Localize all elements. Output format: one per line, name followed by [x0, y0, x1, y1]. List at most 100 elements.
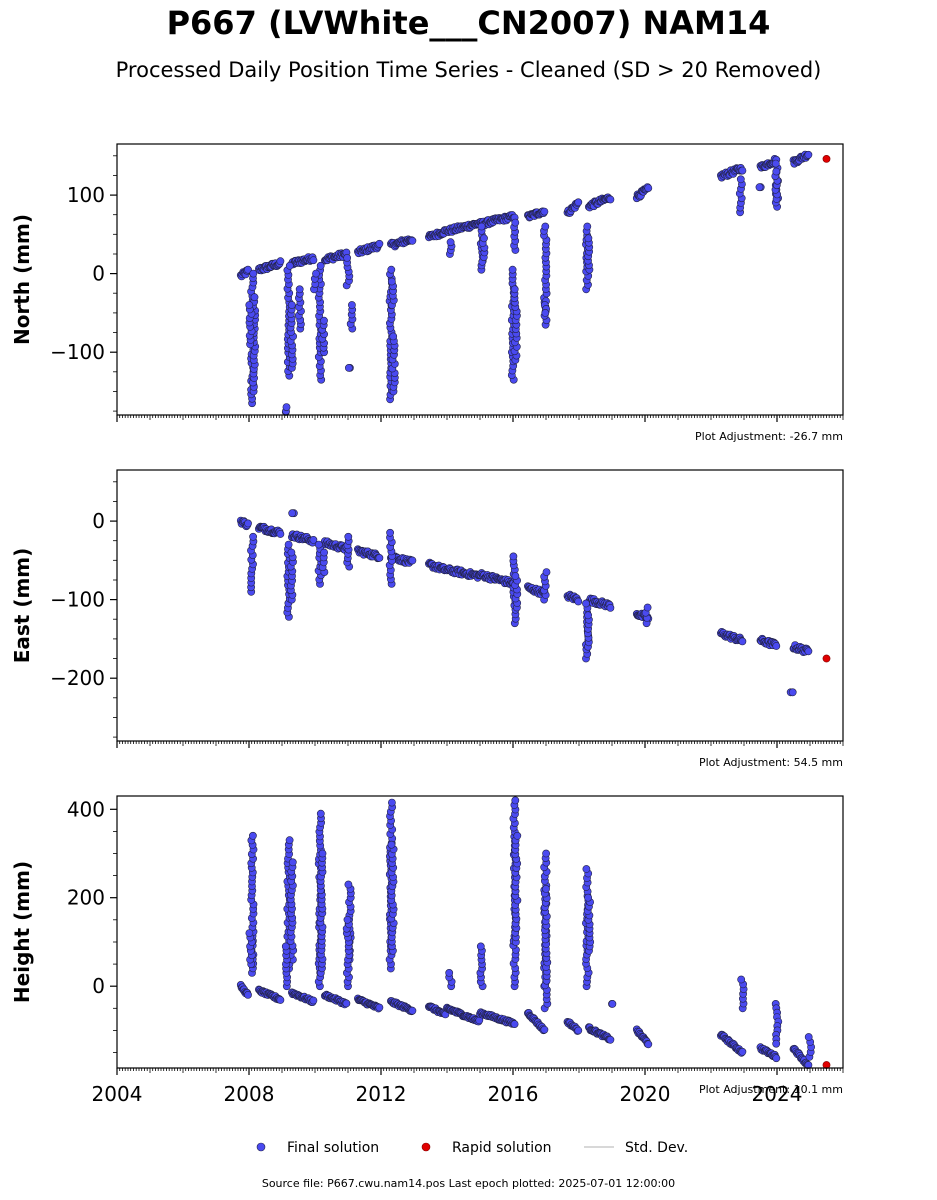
final-point [387, 840, 396, 849]
final-point [574, 198, 583, 207]
rapid-point [822, 654, 831, 663]
final-point [276, 257, 285, 266]
legend-std-label: Std. Dev. [625, 1140, 688, 1156]
final-point [244, 519, 252, 528]
final-point [309, 996, 318, 1005]
final-point [249, 532, 257, 541]
final-point [574, 597, 583, 606]
final-point [344, 880, 353, 889]
final-point [408, 556, 417, 565]
final-point [375, 239, 384, 248]
final-point [446, 238, 455, 247]
final-point [772, 642, 781, 650]
final-point [386, 528, 394, 537]
final-point [584, 234, 593, 243]
plot-frame [116, 469, 844, 742]
chart-subtitle: Processed Daily Position Time Series - C… [115, 58, 822, 82]
final-point [316, 261, 325, 270]
y-tick-label: −200 [50, 666, 105, 690]
final-point [389, 332, 398, 341]
final-point [320, 548, 328, 557]
final-point [804, 150, 813, 159]
final-point [387, 798, 396, 807]
final-point [772, 1054, 781, 1063]
source-footer: Source file: P667.cwu.nam14.pos Last epo… [261, 1177, 676, 1190]
final-point [510, 1020, 519, 1028]
final-point [342, 999, 351, 1008]
final-point [583, 222, 592, 231]
final-point [408, 236, 417, 245]
final-point [375, 554, 384, 562]
final-point [542, 849, 550, 858]
final-point [281, 942, 290, 951]
final-point [295, 285, 304, 294]
final-point [788, 688, 797, 697]
final-point [276, 996, 285, 1004]
final-point [288, 509, 297, 518]
final-point [606, 604, 615, 612]
chart-title: P667 (LVWhite___CN2007) NAM14 [166, 4, 771, 42]
legend-final-label: Final solution [287, 1140, 379, 1156]
y-axis-label: East (mm) [10, 548, 34, 664]
final-point [738, 1047, 747, 1056]
final-point [320, 316, 328, 325]
final-point [737, 975, 746, 984]
final-point [244, 991, 252, 999]
final-point [477, 222, 486, 231]
final-point [249, 269, 258, 278]
final-point [343, 253, 351, 262]
plot-adjustment: Plot Adjustment: 54.5 mm [699, 756, 843, 769]
final-point [285, 261, 294, 270]
final-point [511, 572, 520, 580]
y-axis-label: Height (mm) [10, 861, 34, 1003]
final-point [312, 269, 320, 278]
final-point [509, 552, 518, 561]
final-point [387, 277, 396, 286]
final-point [541, 222, 550, 231]
final-point [244, 265, 252, 274]
y-tick-label: 0 [92, 509, 105, 533]
y-tick-label: 200 [67, 886, 105, 910]
final-point [480, 234, 488, 243]
final-point [276, 530, 285, 538]
final-point [584, 893, 592, 902]
final-point [582, 599, 590, 608]
final-point [408, 1006, 417, 1015]
final-point [510, 285, 519, 294]
final-point [309, 256, 318, 265]
final-point [250, 293, 259, 302]
final-point [772, 1039, 781, 1048]
final-point [511, 796, 520, 805]
x-tick-label: 2024 [752, 1082, 803, 1106]
final-point [508, 265, 517, 274]
x-tick-label: 2004 [92, 1082, 143, 1106]
legend-rapid-label: Rapid solution [452, 1140, 552, 1156]
final-point [738, 166, 747, 175]
x-tick-label: 2016 [488, 1082, 539, 1106]
final-point [285, 836, 294, 845]
final-point [287, 548, 296, 557]
final-point [644, 184, 653, 192]
final-point [248, 831, 257, 840]
final-point [540, 207, 549, 216]
final-point [314, 540, 323, 549]
final-point [347, 301, 356, 309]
final-point [541, 308, 550, 317]
y-axis-label: North (mm) [10, 214, 34, 345]
final-point [643, 603, 652, 612]
final-point [736, 175, 745, 184]
final-point [375, 1003, 384, 1012]
x-tick-label: 2008 [224, 1082, 275, 1106]
final-point [284, 540, 293, 549]
final-point [513, 831, 522, 840]
final-point [245, 929, 254, 937]
final-point [445, 969, 454, 977]
final-point [606, 195, 615, 204]
final-point [574, 1026, 583, 1035]
final-point [755, 183, 764, 192]
final-point [771, 159, 780, 168]
final-point [343, 915, 352, 924]
final-point [344, 532, 353, 541]
final-point [387, 265, 396, 274]
final-point [804, 647, 813, 656]
